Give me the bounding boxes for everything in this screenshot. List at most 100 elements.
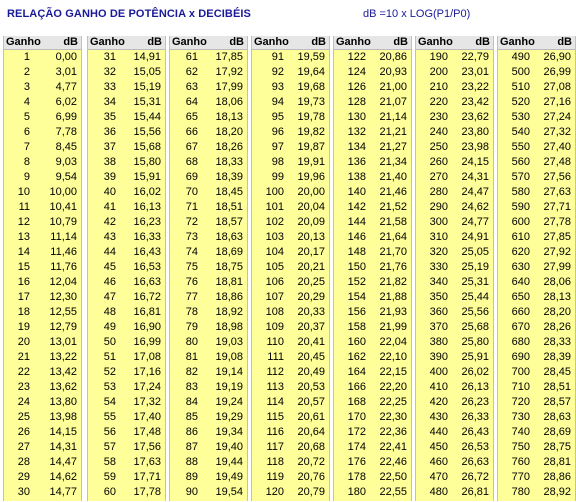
table-row: 440 26,43 [416,425,493,440]
gain-value: 46 [104,276,116,288]
db-value: 20,72 [297,456,325,468]
db-column-header: dB [229,36,244,48]
gain-value: 178 [348,471,366,483]
table-row: 780 28,92 [498,485,575,500]
db-value: 25,68 [461,321,489,333]
table-row: 37 15,68 [88,140,165,155]
db-value: 17,08 [133,351,161,363]
gain-value: 15 [18,261,30,273]
table-row: 250 23,98 [416,140,493,155]
gain-value: 520 [512,96,530,108]
db-value: 21,64 [379,231,407,243]
gain-value: 132 [348,126,366,138]
table-row: 710 28,51 [498,380,575,395]
table-row: 128 21,07 [334,95,411,110]
gain-value: 690 [512,351,530,363]
table-row: 40 16,02 [88,185,165,200]
table-row: 420 26,23 [416,395,493,410]
gain-value: 77 [186,291,198,303]
table-row: 106 20,25 [252,275,329,290]
db-value: 21,14 [379,111,407,123]
gain-value: 500 [512,66,530,78]
gain-value: 172 [348,426,366,438]
db-value: 26,81 [461,486,489,498]
table-row: 510 27,08 [498,80,575,95]
gain-value: 14 [18,246,30,258]
gain-value: 20 [18,336,30,348]
db-value: 20,17 [297,246,325,258]
db-value: 28,06 [543,276,571,288]
db-value: 20,25 [297,276,325,288]
table-row: 73 18,63 [170,230,247,245]
table-row: 66 18,20 [170,125,247,140]
gain-value: 48 [104,306,116,318]
table-row: 3 4,77 [4,80,81,95]
table-row: 580 27,63 [498,185,575,200]
db-column-header: dB [311,36,326,48]
gain-value: 68 [186,156,198,168]
gain-value: 740 [512,426,530,438]
gain-value: 104 [266,246,284,258]
gain-value: 380 [430,336,448,348]
gain-value: 72 [186,216,198,228]
table-row: 113 20,53 [252,380,329,395]
gain-value: 158 [348,321,366,333]
db-value: 18,57 [215,216,243,228]
table-row: 500 26,99 [498,65,575,80]
page-title: RELAÇÃO GANHO DE POTÊNCIA x DECIBÉIS [7,8,251,20]
gain-value: 76 [186,276,198,288]
table-row: 39 15,91 [88,170,165,185]
table-row: 300 24,77 [416,215,493,230]
db-value: 17,56 [133,441,161,453]
gain-column-header: Ganho [6,36,41,48]
gain-value: 170 [348,411,366,423]
db-value: 20,53 [297,381,325,393]
table-row: 146 21,64 [334,230,411,245]
gain-db-block: Ganho dB 122 20,86 124 20,93 126 21,00 128 21,07 1… [333,36,412,501]
table-row: 29 14,62 [4,470,81,485]
table-row: 120 20,79 [252,485,329,500]
db-value: 18,75 [215,261,243,273]
gain-value: 29 [18,471,30,483]
db-value: 26,43 [461,426,489,438]
db-value: 19,08 [215,351,243,363]
db-value: 22,20 [379,381,407,393]
table-row: 5 6,99 [4,110,81,125]
gain-value: 750 [512,441,530,453]
db-value: 6,02 [56,96,77,108]
table-row: 27 14,31 [4,440,81,455]
table-row: 13 11,14 [4,230,81,245]
table-row: 38 15,80 [88,155,165,170]
table-row: 240 23,80 [416,125,493,140]
column-header-row: Ganho dB [334,36,411,50]
table-row: 54 17,32 [88,395,165,410]
db-value: 27,16 [543,96,571,108]
gain-db-block: Ganho dB 490 26,90 500 26,99 510 27,08 520 27,16 5… [497,36,576,501]
gain-value: 450 [430,441,448,453]
gain-value: 13 [18,231,30,243]
db-value: 18,20 [215,126,243,138]
db-value: 19,82 [297,126,325,138]
gain-value: 670 [512,321,530,333]
column-header-row: Ganho dB [170,36,247,50]
gain-value: 42 [104,216,116,228]
db-value: 26,63 [461,456,489,468]
table-row: 84 19,24 [170,395,247,410]
gain-value: 590 [512,201,530,213]
db-value: 16,13 [133,201,161,213]
table-row: 640 28,06 [498,275,575,290]
gain-value: 24 [18,396,30,408]
db-value: 26,02 [461,366,489,378]
db-value: 16,99 [133,336,161,348]
gain-value: 119 [266,471,284,483]
table-row: 680 28,33 [498,335,575,350]
db-value: 20,45 [297,351,325,363]
gain-value: 420 [430,396,448,408]
table-row: 122 20,86 [334,50,411,65]
db-value: 4,77 [56,81,77,93]
gain-value: 80 [186,336,198,348]
db-value: 28,69 [543,426,571,438]
gain-value: 18 [18,306,30,318]
db-value: 19,24 [215,396,243,408]
table-row: 138 21,40 [334,170,411,185]
